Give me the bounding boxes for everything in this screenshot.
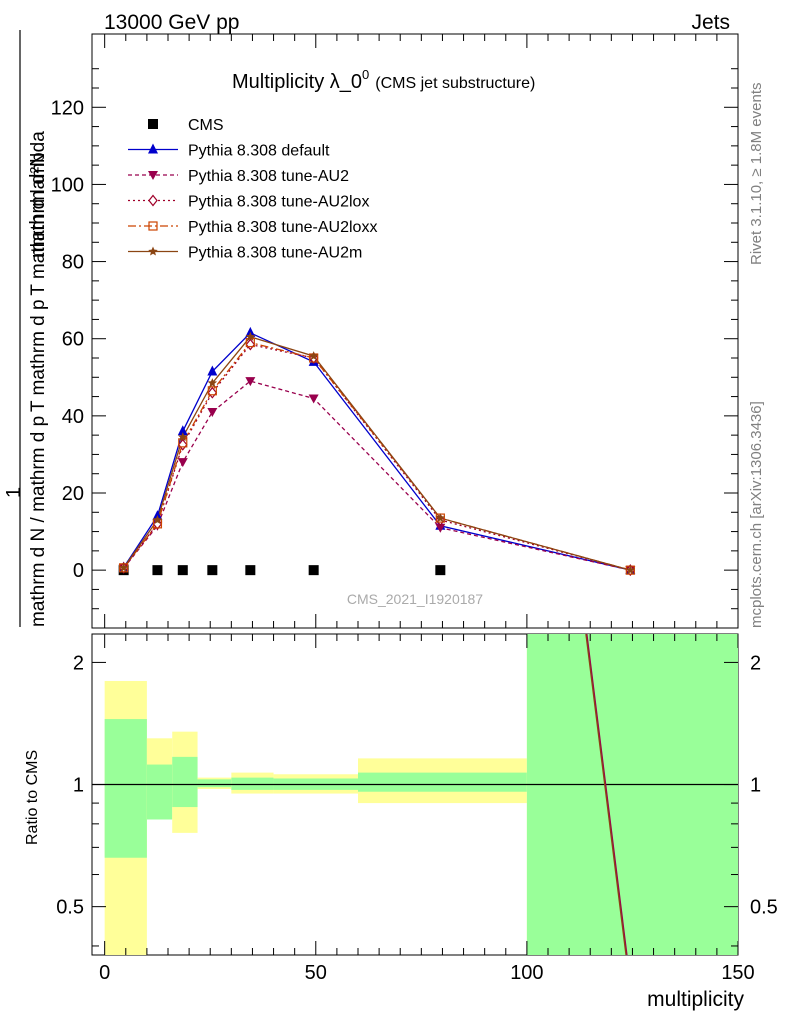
- plot-title-sub: (CMS jet substructure): [375, 75, 535, 92]
- ratio-band-inner: [172, 756, 198, 808]
- main-y-axis-label: mathrm d²N 1 mathrm d N / mathrm d p T m…: [3, 30, 49, 627]
- ratio-band-inner: [197, 779, 232, 788]
- ylabel-numerator: mathrm d²N: [27, 152, 49, 258]
- x-tick-label: 150: [721, 962, 754, 984]
- ratio-mc-line: [585, 634, 627, 955]
- ratio-y-tick-label-right: 0.5: [750, 897, 778, 919]
- y-tick-label: 40: [62, 406, 84, 428]
- legend-marker: [148, 246, 158, 256]
- series-0-point: [245, 565, 256, 576]
- x-tick-label: 50: [305, 962, 327, 984]
- ratio-band-inner: [104, 719, 147, 858]
- series-5-point: [152, 515, 163, 525]
- series-1-point: [207, 365, 218, 376]
- series-1-point: [177, 425, 188, 436]
- series-5-point: [118, 562, 129, 572]
- header-jets: Jets: [691, 11, 730, 34]
- legend-label: Pythia 8.308 tune-AU2loxx: [188, 219, 377, 236]
- ratio-y-label: Ratio to CMS: [24, 750, 41, 845]
- series-2-point: [435, 523, 446, 533]
- main-frame: [91, 33, 739, 629]
- series-1-line: [123, 332, 631, 571]
- legend-marker: [148, 119, 158, 129]
- ratio-mc-line: [586, 634, 628, 955]
- y-tick-label: 60: [62, 329, 84, 351]
- series-0-point: [177, 565, 188, 576]
- series-5-point: [207, 378, 218, 388]
- x-tick-label: 100: [510, 962, 543, 984]
- series-5-point: [435, 513, 446, 523]
- ratio-y-tick-label: 0.5: [56, 897, 84, 919]
- legend-label: CMS: [188, 117, 224, 134]
- x-tick-label: 0: [99, 962, 110, 984]
- series-5-point: [308, 351, 319, 361]
- ratio-band-inner: [526, 634, 738, 955]
- plot-title: Multiplicity λ_00 (CMS jet substructure): [232, 67, 535, 93]
- series-5-line: [123, 336, 631, 571]
- legend-label: Pythia 8.308 tune-AU2m: [188, 245, 362, 262]
- series-2-point: [207, 408, 218, 417]
- y-tick-label: 0: [73, 560, 84, 582]
- y-tick-label: 100: [51, 174, 84, 196]
- series-5-point: [245, 331, 256, 341]
- series-2-point: [177, 458, 188, 468]
- ylabel-denominator: mathrm d N / mathrm d p T mathrm d p T m…: [28, 131, 49, 627]
- header-energy: 13000 GeV pp: [104, 11, 239, 34]
- series-3-line: [123, 343, 631, 571]
- ratio-y-tick-label: 1: [73, 775, 84, 797]
- ratio-y-tick-label-right: 1: [750, 775, 761, 797]
- y-tick-label: 120: [51, 97, 84, 119]
- series-0-point: [207, 565, 218, 576]
- ratio-y-tick-label-right: 2: [750, 652, 761, 674]
- legend-marker: [148, 171, 158, 180]
- mcplots-label: mcplots.cern.ch [arXiv:1306.3436]: [748, 401, 765, 628]
- legend-marker: [148, 221, 158, 231]
- series-0-point: [435, 565, 446, 576]
- x-axis-label: multiplicity: [647, 988, 744, 1011]
- series-4-line: [123, 341, 631, 571]
- ratio-band-inner: [231, 777, 274, 790]
- legend: CMS Pythia 8.308 default Pythia 8.308 tune…: [128, 117, 377, 262]
- legend-label: Pythia 8.308 tune-AU2: [188, 168, 349, 185]
- ratio-band-inner: [358, 772, 527, 792]
- series-4-point: [207, 386, 217, 396]
- legend-label: Pythia 8.308 default: [188, 143, 330, 160]
- legend-marker: [148, 143, 158, 154]
- plot-title-sup: 0: [362, 67, 369, 82]
- legend-label: Pythia 8.308 tune-AU2lox: [188, 194, 369, 211]
- series-0-point: [308, 565, 319, 576]
- ratio-band-inner: [146, 764, 173, 820]
- series-2-line: [123, 380, 631, 571]
- plot-title-main: Multiplicity λ_0: [232, 71, 362, 93]
- series-2-point: [245, 377, 256, 387]
- y-tick-label: 80: [62, 252, 84, 274]
- y-tick-label: 20: [62, 483, 84, 505]
- watermark-text: CMS_2021_I1920187: [347, 591, 483, 607]
- ratio-y-tick-label: 2: [73, 652, 84, 674]
- series-2-point: [308, 394, 319, 404]
- legend-marker: [148, 194, 158, 207]
- rivet-label: Rivet 3.1.10, ≥ 1.8M events: [748, 83, 765, 266]
- series-0-point: [152, 565, 163, 576]
- ylabel-one: 1: [3, 487, 25, 498]
- series-5-point: [625, 565, 636, 575]
- series-5-point: [178, 432, 188, 442]
